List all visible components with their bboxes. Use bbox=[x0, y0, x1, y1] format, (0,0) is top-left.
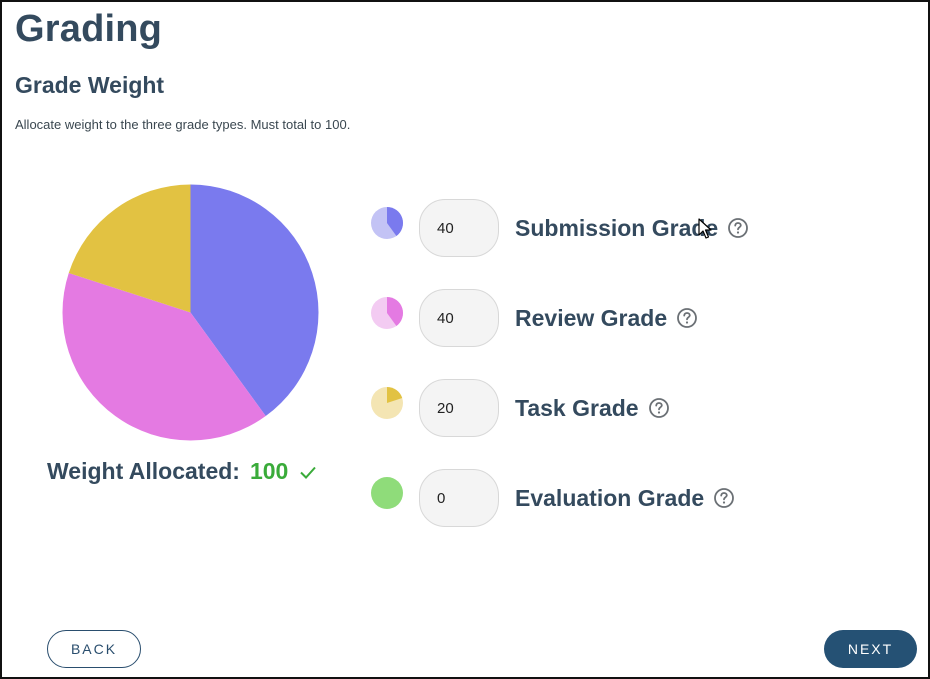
mini-pie-slice bbox=[387, 387, 403, 403]
grade-row-submission: Submission Grade bbox=[370, 199, 749, 257]
evaluation-grade-pie-icon bbox=[371, 477, 403, 509]
submission-grade-input[interactable] bbox=[419, 199, 499, 257]
submission-grade-pie-icon bbox=[371, 207, 403, 239]
task-grade-input[interactable] bbox=[419, 379, 499, 437]
question-circle-icon[interactable] bbox=[648, 397, 670, 419]
review-grade-input[interactable] bbox=[419, 289, 499, 347]
grade-row-evaluation: Evaluation Grade bbox=[370, 469, 735, 527]
weight-allocated-value: 100 bbox=[249, 458, 289, 484]
grade-row-review: Review Grade bbox=[370, 289, 698, 347]
evaluation-grade-label: Evaluation Grade bbox=[515, 484, 705, 511]
pie-slice-review-grade bbox=[62, 272, 266, 441]
weight-pie-chart bbox=[62, 184, 319, 441]
pie-slice-submission-grade bbox=[190, 184, 319, 417]
page-title: Grading bbox=[15, 8, 163, 50]
mini-pie-background bbox=[371, 477, 403, 509]
weight-allocated-summary: Weight Allocated: 100 bbox=[47, 458, 318, 485]
mini-pie-slice bbox=[387, 207, 403, 236]
mini-pie-slice bbox=[387, 297, 403, 326]
weight-allocated-label: Weight Allocated: bbox=[47, 458, 240, 484]
review-grade-label: Review Grade bbox=[515, 304, 668, 331]
back-button[interactable]: BACK bbox=[47, 630, 141, 668]
helper-text: Allocate weight to the three grade types… bbox=[15, 117, 351, 132]
evaluation-grade-input[interactable] bbox=[419, 469, 499, 527]
next-button[interactable]: NEXT bbox=[824, 630, 917, 668]
mouse-cursor-icon bbox=[698, 218, 712, 239]
review-grade-pie-icon bbox=[371, 297, 403, 329]
submission-grade-label: Submission Grade bbox=[515, 214, 719, 241]
check-icon bbox=[300, 466, 317, 479]
task-grade-pie-icon bbox=[371, 387, 403, 419]
section-title: Grade Weight bbox=[15, 72, 165, 98]
question-circle-icon[interactable] bbox=[713, 487, 735, 509]
task-grade-label: Task Grade bbox=[515, 394, 639, 421]
question-circle-icon[interactable] bbox=[676, 307, 698, 329]
grade-row-task: Task Grade bbox=[370, 379, 670, 437]
question-circle-icon[interactable] bbox=[727, 217, 749, 239]
pie-slice-task-grade bbox=[68, 184, 191, 313]
